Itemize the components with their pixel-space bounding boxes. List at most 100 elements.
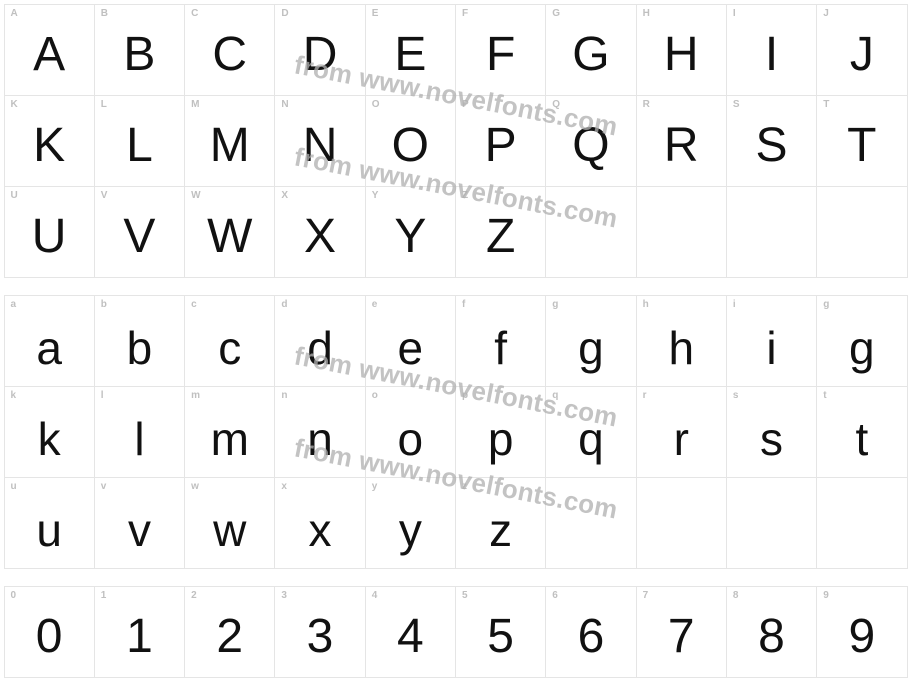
cell-label: f [462,299,465,310]
glyph-cell: KK [4,95,95,187]
cell-glyph: U [32,213,67,261]
glyph-cell [726,186,817,278]
glyph-cell: ZZ [455,186,546,278]
glyph-cell [726,477,817,569]
cell-glyph: H [664,31,699,79]
section-digits: 00112233445566778899 [4,586,907,677]
glyph-cell [816,186,907,278]
cell-label: g [823,299,829,310]
cell-glyph: L [126,122,153,170]
cell-label: h [643,299,649,310]
glyph-cell: QQ [545,95,636,187]
cell-glyph: z [489,507,512,553]
cell-label: d [281,299,287,310]
cell-glyph: 2 [216,613,243,661]
cell-glyph: W [207,213,252,261]
cell-label: J [823,8,829,19]
glyph-cell: JJ [816,4,907,96]
cell-label: K [11,99,18,110]
cell-label: i [733,299,736,310]
glyph-cell [545,477,636,569]
cell-glyph: y [399,507,422,553]
cell-label: b [101,299,107,310]
cell-label: 9 [823,590,829,601]
glyph-cell [636,477,727,569]
cell-label: q [552,390,558,401]
cell-glyph: h [668,325,694,371]
glyph-cell [545,186,636,278]
cell-glyph: S [756,122,788,170]
cell-glyph: O [392,122,429,170]
glyph-cell: hh [636,295,727,387]
cell-label: P [462,99,469,110]
cell-label: 5 [462,590,468,601]
glyph-cell: LL [94,95,185,187]
cell-label: n [281,390,287,401]
cell-label: X [281,190,288,201]
glyph-cell: PP [455,95,546,187]
cell-label: E [372,8,379,19]
glyph-cell [816,477,907,569]
cell-glyph: D [303,31,338,79]
cell-label: A [11,8,18,19]
glyph-cell: OO [365,95,456,187]
cell-glyph: 0 [36,613,63,661]
glyph-cell: MM [184,95,275,187]
cell-glyph: i [766,325,776,371]
cell-label: 0 [11,590,17,601]
glyph-cell: VV [94,186,185,278]
cell-glyph: 8 [758,613,785,661]
cell-glyph: q [578,416,604,462]
cell-label: t [823,390,826,401]
cell-glyph: Y [394,213,426,261]
glyph-cell: XX [274,186,365,278]
cell-glyph: u [36,507,62,553]
glyph-cell: ee [365,295,456,387]
cell-label: s [733,390,739,401]
cell-label: U [11,190,18,201]
cell-glyph: B [123,31,155,79]
font-specimen-chart: AABBCCDDEEFFGGHHIIJJKKLLMMNNOOPPQQRRSSTT… [4,4,907,677]
glyph-cell: uu [4,477,95,569]
cell-glyph: F [486,31,515,79]
cell-glyph: w [213,507,246,553]
glyph-cell: qq [545,386,636,478]
cell-label: k [11,390,17,401]
cell-glyph: t [855,416,868,462]
glyph-cell: FF [455,4,546,96]
cell-glyph: p [488,416,514,462]
cell-glyph: M [210,122,250,170]
cell-label: l [101,390,104,401]
cell-glyph: R [664,122,699,170]
cell-label: m [191,390,200,401]
glyph-cell: aa [4,295,95,387]
glyph-cell: gg [545,295,636,387]
glyph-cell: RR [636,95,727,187]
cell-label: 4 [372,590,378,601]
glyph-cell: yy [365,477,456,569]
cell-glyph: 1 [126,613,153,661]
cell-glyph: C [212,31,247,79]
cell-label: 3 [281,590,287,601]
cell-label: Q [552,99,560,110]
glyph-cell: TT [816,95,907,187]
cell-label: 2 [191,590,197,601]
cell-glyph: k [38,416,61,462]
glyph-cell: 44 [365,586,456,678]
cell-glyph: J [850,31,874,79]
cell-label: 8 [733,590,739,601]
cell-glyph: 3 [307,613,334,661]
glyph-cell: ff [455,295,546,387]
cell-glyph: v [128,507,151,553]
cell-glyph: d [307,325,333,371]
cell-label: W [191,190,200,201]
cell-label: Y [372,190,379,201]
cell-label: D [281,8,288,19]
glyph-cell: AA [4,4,95,96]
cell-glyph: X [304,213,336,261]
cell-glyph: s [760,416,783,462]
cell-label: N [281,99,288,110]
cell-label: c [191,299,197,310]
glyph-cell: NN [274,95,365,187]
glyph-cell: 99 [816,586,907,678]
